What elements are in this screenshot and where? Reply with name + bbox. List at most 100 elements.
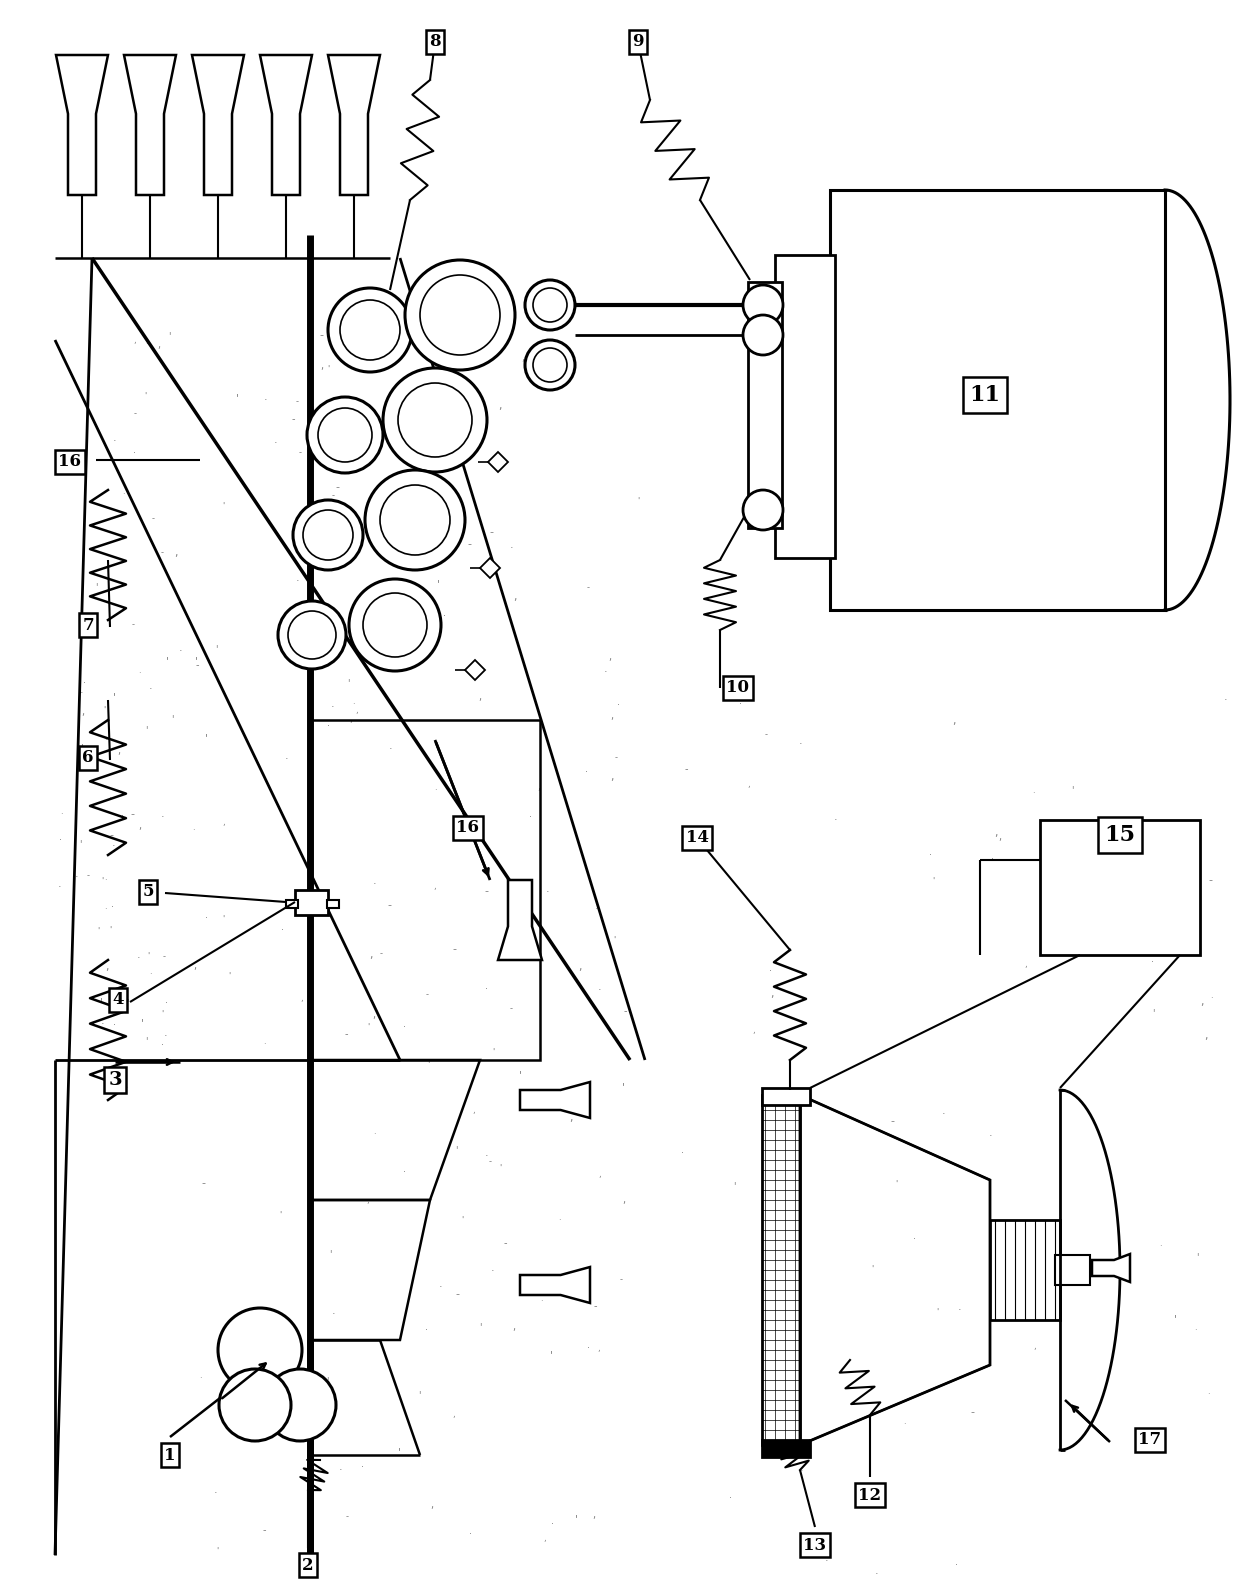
Text: -: - [1125, 862, 1128, 872]
Circle shape [525, 340, 575, 391]
Text: ,: , [609, 652, 611, 661]
Text: -: - [130, 808, 134, 819]
Text: ': ' [326, 1376, 329, 1386]
Text: ·: · [274, 438, 278, 448]
Circle shape [219, 1368, 291, 1441]
Text: ': ' [171, 713, 174, 725]
Polygon shape [124, 55, 176, 195]
Text: ·: · [539, 1297, 542, 1307]
Text: ,: , [300, 993, 304, 1003]
Text: ': ' [367, 1022, 370, 1031]
Text: ': ' [228, 971, 231, 981]
Text: ': ' [216, 1547, 218, 1555]
Text: ': ' [327, 364, 329, 373]
Text: .: . [529, 808, 532, 819]
Text: ,: , [105, 962, 109, 971]
Text: ': ' [613, 935, 615, 944]
Text: .: . [604, 664, 608, 674]
Text: .: . [491, 1262, 495, 1274]
Text: ·: · [361, 426, 363, 435]
Text: .: . [263, 1038, 265, 1047]
Text: ,: , [453, 1411, 455, 1419]
Text: 16: 16 [58, 454, 82, 470]
Text: -: - [970, 1406, 973, 1417]
Bar [295, 891, 329, 914]
Polygon shape [489, 452, 508, 471]
Text: -: - [291, 414, 295, 424]
Text: ': ' [1071, 785, 1074, 796]
Text: ': ' [77, 468, 79, 479]
Text: .: . [161, 1036, 165, 1047]
Text: ,: , [512, 1323, 516, 1332]
Text: ·: · [903, 1421, 905, 1430]
Text: ·: · [122, 812, 124, 821]
Text: ,: , [472, 1106, 475, 1114]
Text: -: - [262, 1525, 265, 1535]
Text: 15: 15 [1106, 826, 1133, 845]
Text: 17: 17 [1138, 1432, 1162, 1449]
Text: ': ' [306, 433, 310, 443]
Text: ,: , [578, 962, 582, 971]
Text: ,: , [1204, 1031, 1208, 1041]
Text: ·: · [510, 543, 513, 554]
Text: -: - [484, 886, 489, 895]
Text: ·: · [164, 1031, 167, 1041]
Text: ': ' [79, 838, 82, 850]
Text: .: . [340, 1462, 342, 1471]
Text: ·: · [1032, 789, 1034, 799]
Polygon shape [480, 558, 500, 577]
Text: .: . [180, 642, 182, 653]
Text: ,: , [569, 1114, 573, 1123]
Text: ,: , [370, 951, 373, 960]
Text: -: - [570, 1107, 573, 1117]
Circle shape [379, 486, 450, 555]
Text: 3: 3 [108, 1071, 122, 1088]
Text: ': ' [222, 501, 224, 511]
Text: -: - [1208, 875, 1211, 884]
Text: .: . [875, 1566, 879, 1576]
Text: ,: , [537, 782, 541, 793]
Text: -: - [319, 331, 322, 340]
Text: ·: · [281, 925, 284, 935]
Text: ,: , [372, 1009, 376, 1020]
Text: ,: , [622, 1194, 625, 1205]
Text: .: . [584, 764, 588, 774]
Text: ': ' [145, 1036, 148, 1046]
Polygon shape [465, 660, 485, 680]
Text: -: - [765, 731, 768, 739]
Text: .: . [469, 1527, 471, 1536]
Text: -: - [489, 527, 494, 536]
Text: 10: 10 [727, 680, 749, 696]
Bar [748, 282, 782, 528]
Text: ': ' [144, 391, 146, 400]
Text: -: - [890, 1115, 894, 1126]
Text: ,: , [356, 707, 358, 715]
Text: -: - [284, 653, 288, 663]
Text: -: - [162, 952, 165, 962]
Text: -: - [1161, 826, 1163, 835]
Text: ': ' [94, 582, 97, 592]
Text: ': ' [1195, 1251, 1198, 1262]
Text: -: - [455, 1289, 459, 1299]
Text: ,: , [477, 660, 481, 669]
Text: -: - [384, 652, 387, 661]
Text: .: . [434, 783, 436, 793]
Text: -: - [195, 660, 198, 671]
Text: ,: , [593, 1509, 595, 1520]
Text: 6: 6 [82, 750, 94, 767]
Text: 11: 11 [971, 386, 998, 403]
Text: .: . [312, 1406, 315, 1416]
Text: -: - [615, 753, 618, 763]
Text: ·: · [443, 611, 445, 622]
Text: ,: , [320, 361, 324, 372]
Circle shape [348, 579, 441, 671]
Text: ,: , [599, 1169, 601, 1179]
Circle shape [317, 408, 372, 462]
Text: ,: , [465, 430, 469, 441]
Text: ': ' [398, 1448, 401, 1457]
Text: ·: · [76, 872, 79, 883]
Circle shape [533, 288, 567, 323]
Text: ,: , [299, 598, 301, 607]
Text: ,: , [226, 1405, 229, 1414]
Text: ': ' [733, 1182, 735, 1191]
